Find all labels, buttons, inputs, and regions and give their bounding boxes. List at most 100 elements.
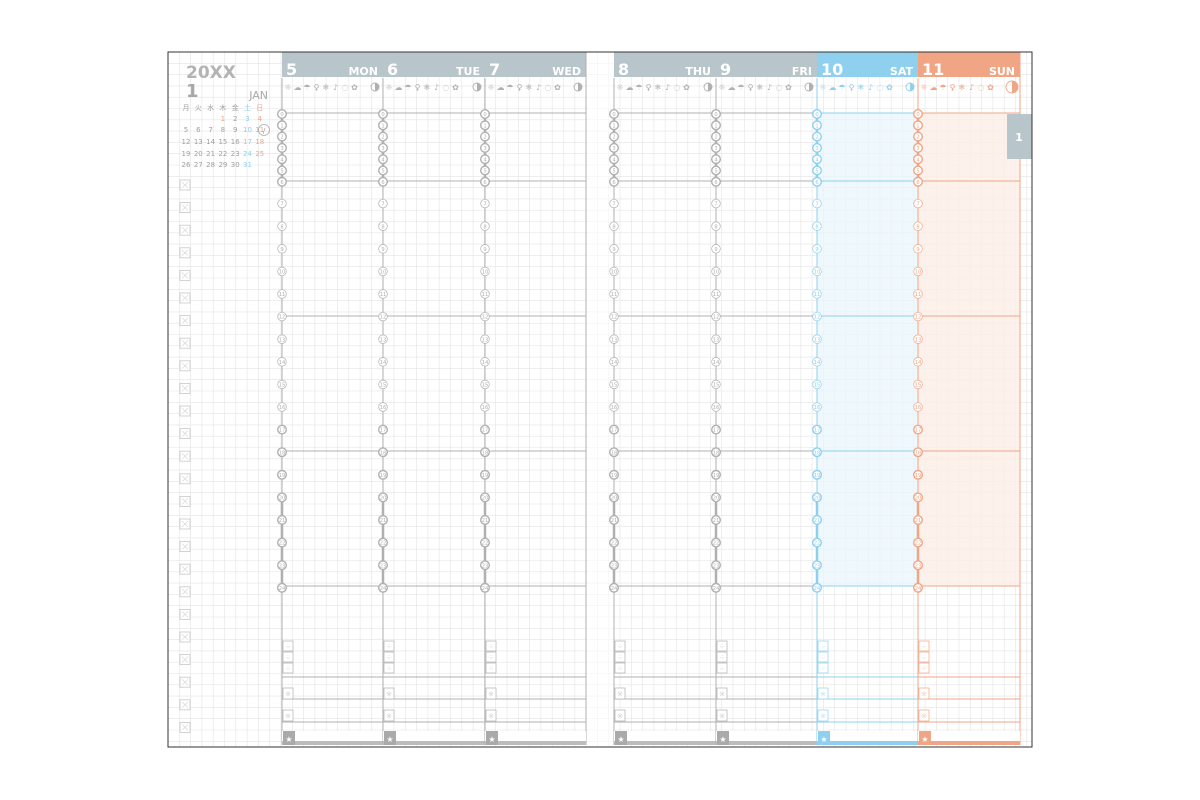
- hour-label: 5: [612, 169, 615, 175]
- task-checkbox[interactable]: [179, 654, 191, 665]
- weather-icons: ☼ ☁ ☂ ♀ ❄ ♪ ◌ ✿: [718, 82, 814, 92]
- hour-marker: [277, 131, 288, 142]
- task-checkbox[interactable]: [179, 699, 191, 711]
- hour-label: 24: [380, 586, 387, 592]
- task-checkbox[interactable]: [179, 495, 191, 507]
- hour-marker: [913, 154, 924, 165]
- task-checkbox[interactable]: [179, 518, 191, 530]
- hour-label: 1: [280, 123, 283, 129]
- task-checkbox[interactable]: [179, 224, 191, 236]
- weather-icon: ❄: [323, 83, 330, 92]
- hour-marker: [480, 165, 491, 176]
- task-checkbox[interactable]: [179, 450, 191, 462]
- hour-label: 3: [612, 146, 615, 152]
- hour-marker: [913, 537, 924, 548]
- hour-label: 18: [915, 450, 922, 456]
- svg-text:⁘: ⁘: [719, 666, 724, 673]
- day-header: [817, 52, 918, 77]
- hour-label: 16: [814, 405, 821, 411]
- hour-label: 13: [380, 337, 387, 343]
- task-checkbox[interactable]: [179, 722, 191, 733]
- hour-label: 11: [482, 292, 489, 298]
- hour-label: 21: [482, 518, 489, 524]
- hour-label: 11: [814, 292, 821, 298]
- weather-icons: ☼ ☁ ☂ ♀ ❄ ♪ ◌ ✿: [487, 82, 583, 92]
- task-checkbox[interactable]: [179, 541, 191, 552]
- hour-marker: [609, 154, 620, 165]
- hour-marker: [480, 582, 491, 593]
- star-box: [615, 731, 627, 745]
- task-checkbox[interactable]: [179, 473, 191, 485]
- hour-marker: [812, 120, 823, 131]
- day-date: 9: [720, 60, 731, 79]
- hour-marker: [913, 131, 924, 142]
- hour-label: 7: [916, 202, 919, 208]
- day-header: [383, 52, 485, 77]
- hour-marker: [711, 198, 721, 209]
- daily-tracker: ⁘ ⁘ ⁘ ☼ ☼ ★: [817, 640, 918, 745]
- day-weekday: SUN: [989, 65, 1015, 78]
- weather-icon: ♪: [536, 83, 541, 92]
- hour-marker: [812, 402, 822, 412]
- task-checkbox[interactable]: [179, 631, 191, 643]
- hour-label: 20: [611, 496, 618, 502]
- task-checkbox[interactable]: [179, 202, 191, 214]
- task-checkbox[interactable]: [179, 337, 191, 349]
- task-checkbox[interactable]: [179, 405, 191, 417]
- star-icon: ★: [820, 735, 827, 744]
- day-date: 10: [821, 60, 843, 79]
- hour-marker: [913, 289, 923, 299]
- weather-icon: ✿: [785, 83, 792, 92]
- task-checkbox[interactable]: [179, 292, 191, 304]
- task-checkbox[interactable]: [179, 247, 191, 259]
- hour-label: 19: [611, 473, 618, 479]
- task-checkbox[interactable]: [179, 563, 191, 575]
- weather-icon: ☂: [838, 83, 845, 92]
- hour-label: 15: [279, 383, 286, 389]
- hour-marker: [711, 560, 722, 571]
- hour-marker: [609, 131, 620, 142]
- hour-label: 3: [483, 146, 486, 152]
- hour-marker: [711, 221, 721, 231]
- task-checkbox[interactable]: [179, 609, 191, 620]
- task-checkbox[interactable]: [179, 382, 191, 394]
- hour-label: 24: [279, 586, 286, 592]
- hour-marker: [378, 582, 389, 593]
- hour-marker: [609, 289, 619, 299]
- svg-text:⁘: ⁘: [921, 644, 926, 651]
- hour-marker: [480, 131, 491, 142]
- sun-box: [614, 687, 626, 700]
- mood-box: [614, 640, 626, 652]
- hour-label: 21: [611, 518, 618, 524]
- hour-marker: [913, 120, 924, 131]
- sun-icon: ☼: [719, 713, 725, 721]
- hour-label: 4: [280, 157, 284, 163]
- hour-marker: [277, 311, 287, 322]
- task-checkbox[interactable]: [179, 179, 191, 191]
- task-checkbox[interactable]: [179, 360, 191, 372]
- weather-icon: ✿: [452, 83, 459, 92]
- hour-label: 21: [279, 518, 286, 524]
- hour-marker: [378, 424, 389, 435]
- calendar-weekday: 火: [195, 104, 202, 112]
- hour-label: 19: [915, 473, 922, 479]
- task-checkbox[interactable]: [179, 315, 191, 327]
- sun-box: [817, 709, 829, 722]
- svg-text:⁘: ⁘: [617, 655, 622, 662]
- calendar-date: 21: [206, 150, 215, 158]
- task-checkbox[interactable]: [179, 269, 191, 281]
- task-checkbox[interactable]: [179, 676, 191, 688]
- task-checkbox[interactable]: [179, 586, 191, 598]
- calendar-date: 16: [231, 138, 240, 146]
- hour-marker: [609, 165, 620, 176]
- sun-box: [817, 687, 829, 700]
- hour-label: 6: [815, 180, 818, 186]
- hour-label: 22: [482, 541, 489, 547]
- calendar-date: 26: [182, 161, 191, 169]
- hour-marker: [913, 492, 924, 503]
- hour-marker: [913, 447, 924, 458]
- hour-marker: [711, 154, 722, 165]
- hour-label: 16: [482, 405, 489, 411]
- task-checkbox[interactable]: [179, 428, 191, 440]
